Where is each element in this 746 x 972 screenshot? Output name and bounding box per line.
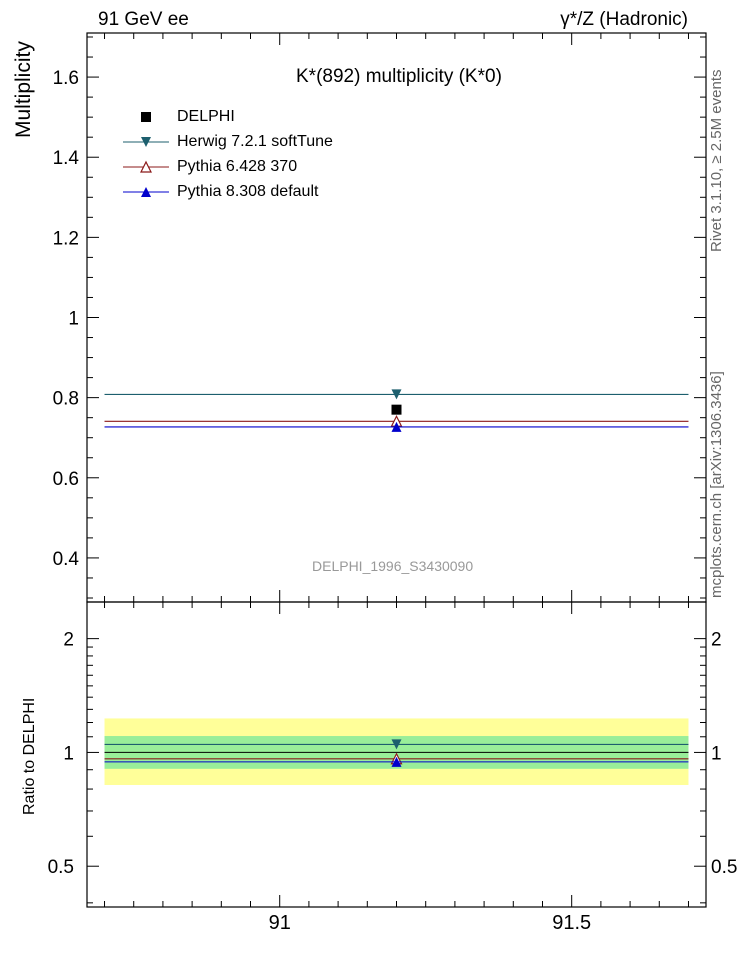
main-y-axis-label: Multiplicity: [12, 41, 35, 138]
header-right: γ*/Z (Hadronic): [560, 9, 688, 30]
ratio-y-tick-label-right: 1: [711, 743, 722, 764]
main-y-tick-label: 0.8: [53, 389, 79, 410]
legend-entry-pythia8: Pythia 8.308 default: [177, 183, 319, 200]
x-tick-label: 91.5: [552, 912, 591, 934]
legend-entry-delphi: DELPHI: [177, 108, 235, 125]
legend-marker-3: [141, 187, 151, 197]
legend-marker-0: [141, 112, 151, 122]
plot-title-text: K*(892) multiplicity (K*0): [296, 66, 502, 87]
main-series-marker-3: [391, 421, 402, 432]
x-tick-label: 91: [269, 912, 291, 934]
legend-entry-herwig: Herwig 7.2.1 softTune: [177, 133, 333, 150]
main-series-marker-1: [391, 389, 402, 400]
ratio-y-tick-label-left: 2: [63, 630, 74, 651]
mcplots-label: mcplots.cern.ch [arXiv:1306.3436]: [708, 371, 725, 598]
analysis-watermark: DELPHI_1996_S3430090: [312, 558, 474, 574]
main-y-tick-label: 1: [68, 309, 79, 330]
ratio-y-tick-label-left: 0.5: [48, 857, 74, 878]
ratio-y-tick-label-right: 2: [711, 630, 722, 651]
rivet-label: Rivet 3.1.10, ≥ 2.5M events: [708, 69, 725, 253]
legend-marker-1: [141, 137, 151, 147]
plot-title: K*(892) multiplicity (K*0): [296, 66, 502, 88]
main-y-tick-label: 1.2: [53, 228, 79, 249]
main-y-tick-label: 1.4: [53, 148, 80, 169]
legend-marker-2: [140, 160, 152, 173]
main-series-marker-0: [391, 404, 402, 415]
header-left: 91 GeV ee: [98, 9, 189, 30]
legend-entry-pythia6: Pythia 6.428 370: [177, 158, 298, 175]
main-y-tick-label: 1.6: [53, 68, 79, 89]
ratio-y-axis-label: Ratio to DELPHI: [21, 697, 38, 815]
main-y-tick-label: 0.6: [53, 469, 79, 490]
main-y-tick-label: 0.4: [53, 549, 80, 570]
ratio-y-tick-label-right: 0.5: [711, 857, 737, 878]
ratio-series-marker-2: [391, 756, 402, 767]
ratio-series-marker-0: [391, 739, 402, 750]
ratio-y-tick-label-left: 1: [63, 743, 74, 764]
